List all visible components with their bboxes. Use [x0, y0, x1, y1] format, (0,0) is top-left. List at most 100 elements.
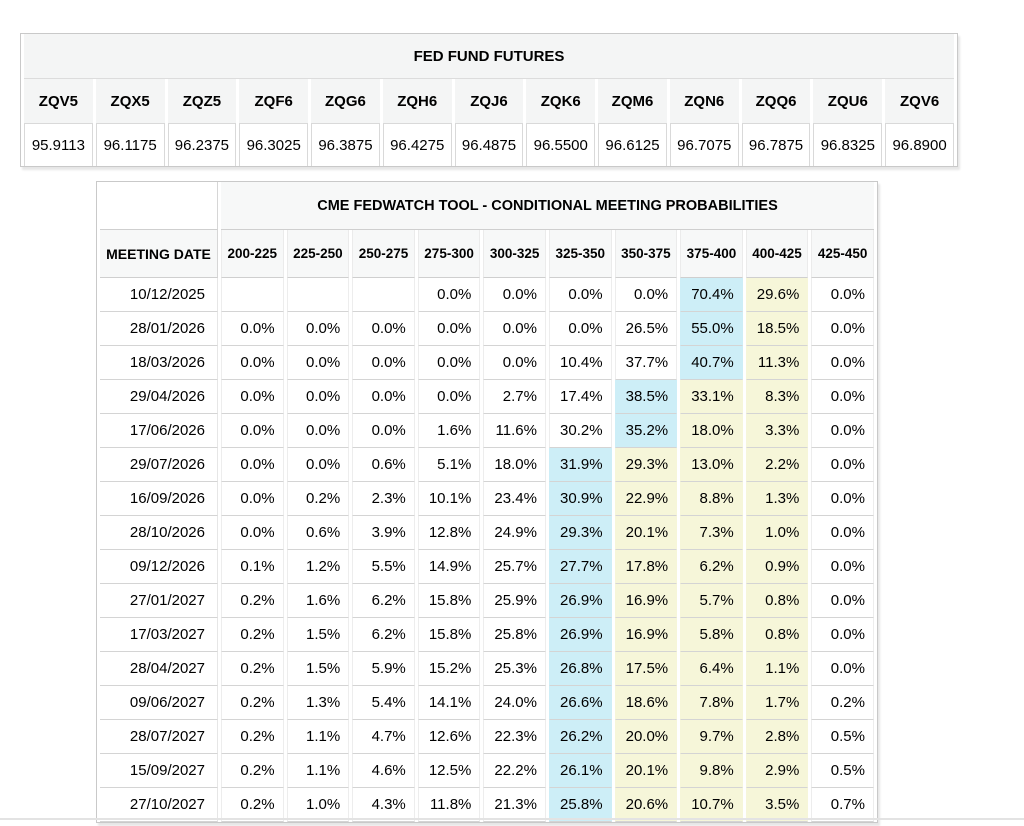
probability-cell: 1.1% [286, 720, 350, 754]
futures-price-zqg6: 96.3875 [311, 124, 380, 166]
probability-cell: 29.6% [745, 278, 809, 312]
probability-cell: 17.4% [548, 380, 612, 414]
fedwatch-row-15-09-2027: 15/09/2027 0.2% 1.1% 4.6% 12.5% 22.2% 26.1% 20.… [100, 754, 874, 788]
probability-cell: 25.8% [548, 788, 612, 822]
probability-cell: 24.9% [483, 516, 546, 550]
probability-cell: 26.8% [548, 652, 612, 686]
fedwatch-row-28-01-2026: 28/01/2026 0.0% 0.0% 0.0% 0.0% 0.0% 0.0% 26.5% 5… [100, 312, 874, 346]
probability-cell: 0.0% [221, 482, 284, 516]
probability-cell: 0.0% [811, 346, 874, 380]
probability-cell: 8.3% [745, 380, 809, 414]
probability-cell: 2.2% [745, 448, 809, 482]
probability-cell: 10.4% [548, 346, 612, 380]
rate-bin-header-375-400: 375-400 [680, 230, 743, 278]
probability-cell: 0.0% [417, 312, 481, 346]
fedwatch-row-10-12-2025: 10/12/2025 0.0% 0.0% 0.0% 0.0% 70.4% 29.6% 0.0% [100, 278, 874, 312]
meeting-date-cell: 28/07/2027 [100, 720, 218, 754]
probability-cell: 0.5% [811, 754, 874, 788]
futures-ticker-zqx5: ZQX5 [95, 79, 165, 124]
futures-price-zqv5: 95.9113 [24, 124, 93, 166]
probability-cell: 3.3% [745, 414, 809, 448]
probability-cell: 25.7% [483, 550, 546, 584]
futures-price-zqz5: 96.2375 [167, 124, 237, 166]
fedwatch-table-title: CME FEDWATCH TOOL - CONDITIONAL MEETING … [221, 182, 874, 230]
probability-cell: 25.9% [483, 584, 546, 618]
fedwatch-row-09-06-2027: 09/06/2027 0.2% 1.3% 5.4% 14.1% 24.0% 26.6% 18.… [100, 686, 874, 720]
fedwatch-row-27-01-2027: 27/01/2027 0.2% 1.6% 6.2% 15.8% 25.9% 26.9% 16.… [100, 584, 874, 618]
probability-cell: 29.3% [548, 516, 612, 550]
probability-cell: 0.2% [221, 618, 284, 652]
probability-cell: 6.4% [680, 652, 743, 686]
probability-cell: 26.2% [548, 720, 612, 754]
probability-cell: 0.0% [811, 278, 874, 312]
futures-ticker-zqv6: ZQV6 [885, 79, 954, 124]
probability-cell: 0.0% [483, 346, 546, 380]
probability-cell: 18.0% [680, 414, 743, 448]
probability-cell: 25.8% [483, 618, 546, 652]
futures-price-zqv6: 96.8900 [885, 124, 954, 166]
futures-ticker-zqq6: ZQQ6 [741, 79, 811, 124]
probability-cell: 0.0% [811, 414, 874, 448]
meeting-date-cell: 28/04/2027 [100, 652, 218, 686]
probability-cell: 0.8% [745, 618, 809, 652]
probability-cell: 5.7% [680, 584, 743, 618]
probability-cell: 0.0% [548, 278, 612, 312]
probability-cell: 18.6% [614, 686, 678, 720]
meeting-date-cell: 27/10/2027 [100, 788, 218, 822]
meeting-date-cell: 10/12/2025 [100, 278, 218, 312]
probability-cell: 33.1% [680, 380, 743, 414]
probability-cell: 4.3% [352, 788, 415, 822]
probability-cell [221, 278, 284, 312]
probability-cell: 0.2% [221, 720, 284, 754]
probability-cell: 21.3% [483, 788, 546, 822]
futures-ticker-zqu6: ZQU6 [813, 79, 883, 124]
rate-bin-header-325-350: 325-350 [548, 230, 612, 278]
probability-cell: 0.0% [548, 312, 612, 346]
probability-cell: 12.5% [417, 754, 481, 788]
probability-cell: 8.8% [680, 482, 743, 516]
probability-cell: 1.7% [745, 686, 809, 720]
probability-cell: 1.1% [286, 754, 350, 788]
probability-cell: 17.8% [614, 550, 678, 584]
probability-cell: 5.5% [352, 550, 415, 584]
futures-ticker-zqk6: ZQK6 [526, 79, 596, 124]
probability-cell: 11.8% [417, 788, 481, 822]
futures-ticker-zqz5: ZQZ5 [167, 79, 237, 124]
probability-cell: 0.0% [811, 448, 874, 482]
probability-cell: 5.1% [417, 448, 481, 482]
probability-cell: 55.0% [680, 312, 743, 346]
futures-price-zqk6: 96.5500 [526, 124, 596, 166]
futures-price-row: 95.9113 96.1175 96.2375 96.3025 96.3875 96.42… [24, 124, 954, 166]
probability-cell: 0.0% [811, 482, 874, 516]
probability-cell: 0.2% [811, 686, 874, 720]
probability-cell: 0.2% [221, 686, 284, 720]
probability-cell: 18.0% [483, 448, 546, 482]
rate-bin-header-350-375: 350-375 [614, 230, 678, 278]
futures-price-zqm6: 96.6125 [598, 124, 667, 166]
meeting-date-cell: 28/10/2026 [100, 516, 218, 550]
probability-cell: 7.8% [680, 686, 743, 720]
probability-cell: 1.2% [286, 550, 350, 584]
rate-bin-header-250-275: 250-275 [352, 230, 415, 278]
meeting-date-cell: 17/03/2027 [100, 618, 218, 652]
fedwatch-probabilities-table: CME FEDWATCH TOOL - CONDITIONAL MEETING … [96, 181, 878, 823]
probability-cell: 0.2% [221, 584, 284, 618]
probability-cell: 0.6% [286, 516, 350, 550]
rate-bin-header-400-425: 400-425 [745, 230, 809, 278]
probability-cell: 14.9% [417, 550, 481, 584]
probability-cell: 0.2% [221, 754, 284, 788]
futures-title-row: FED FUND FUTURES [24, 34, 954, 79]
futures-price-zqh6: 96.4275 [382, 124, 452, 166]
fedwatch-row-17-03-2027: 17/03/2027 0.2% 1.5% 6.2% 15.8% 25.8% 26.9% 16.… [100, 618, 874, 652]
meeting-date-cell: 17/06/2026 [100, 414, 218, 448]
fedwatch-row-09-12-2026: 09/12/2026 0.1% 1.2% 5.5% 14.9% 25.7% 27.7% 17.… [100, 550, 874, 584]
probability-cell: 0.0% [417, 380, 481, 414]
rate-bin-header-300-325: 300-325 [483, 230, 546, 278]
futures-ticker-zqm6: ZQM6 [598, 79, 667, 124]
futures-price-zqj6: 96.4875 [454, 124, 524, 166]
probability-cell: 9.8% [680, 754, 743, 788]
fedwatch-row-16-09-2026: 16/09/2026 0.0% 0.2% 2.3% 10.1% 23.4% 30.9% 22.… [100, 482, 874, 516]
probability-cell: 0.0% [811, 516, 874, 550]
rate-bin-header-275-300: 275-300 [417, 230, 481, 278]
probability-cell: 1.0% [286, 788, 350, 822]
